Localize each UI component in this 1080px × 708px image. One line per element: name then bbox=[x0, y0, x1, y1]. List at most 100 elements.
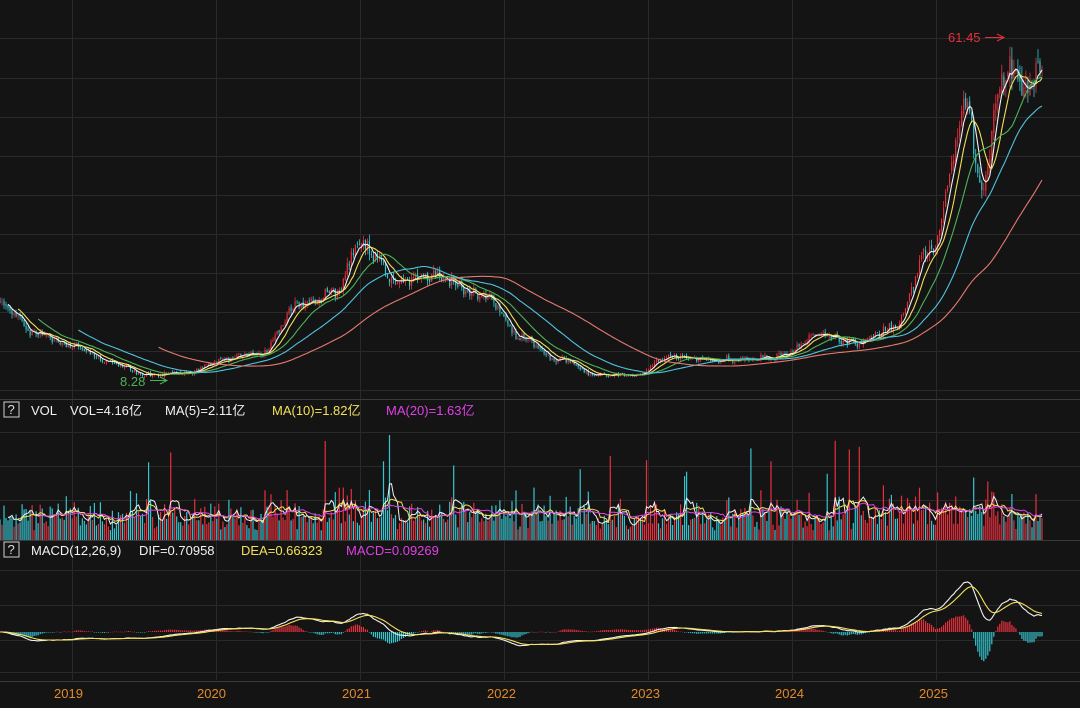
volume-bar bbox=[1023, 512, 1025, 540]
macd-histogram-bar bbox=[312, 632, 314, 633]
candle-body bbox=[935, 251, 937, 252]
candle-body bbox=[15, 312, 17, 316]
macd-histogram-bar bbox=[150, 631, 152, 632]
volume-bar bbox=[53, 515, 55, 540]
candle-body bbox=[1019, 76, 1021, 82]
candle-body bbox=[627, 375, 629, 377]
candle-body bbox=[196, 369, 198, 371]
macd-histogram-bar bbox=[999, 623, 1001, 632]
candle-body bbox=[696, 358, 698, 362]
volume-bar bbox=[521, 504, 523, 540]
volume-bar bbox=[565, 496, 567, 540]
macd-histogram-bar bbox=[559, 630, 561, 632]
volume-bar bbox=[1015, 529, 1017, 540]
macd-histogram-bar bbox=[688, 632, 690, 633]
volume-bar bbox=[479, 522, 481, 540]
vol-help-icon-glyph: ? bbox=[8, 402, 15, 417]
candle-body bbox=[922, 248, 925, 255]
candle-body bbox=[804, 342, 806, 344]
candle-body bbox=[888, 323, 890, 331]
volume-bar bbox=[814, 517, 816, 540]
candle-body bbox=[1013, 69, 1015, 78]
macd-help-icon[interactable] bbox=[3, 541, 20, 558]
candle-body bbox=[378, 257, 381, 259]
macd-histogram-bar bbox=[1011, 624, 1013, 632]
macd-histogram-bar bbox=[906, 626, 909, 632]
macd-histogram-bar bbox=[706, 632, 708, 634]
volume-bar bbox=[25, 509, 27, 540]
macd-histogram-bar bbox=[121, 631, 124, 633]
volume-bar bbox=[148, 462, 150, 540]
macd-histogram-bar bbox=[995, 631, 997, 632]
macd-histogram-bar bbox=[75, 630, 77, 632]
macd-histogram-bar bbox=[226, 630, 228, 632]
candle-body bbox=[798, 343, 800, 347]
macd-histogram-bar bbox=[340, 632, 342, 635]
ma20-line bbox=[37, 76, 1043, 376]
volume-bar bbox=[105, 517, 107, 540]
volume-bar bbox=[240, 507, 242, 540]
volume-bar bbox=[939, 509, 941, 540]
macd-histogram-bar bbox=[180, 630, 182, 632]
volume-bar bbox=[415, 517, 417, 540]
candle-body bbox=[563, 356, 565, 358]
macd-histogram-bar bbox=[119, 631, 122, 633]
candle-body bbox=[760, 354, 762, 361]
volume-bar bbox=[318, 516, 320, 540]
candle-body bbox=[1001, 73, 1003, 93]
candle-body bbox=[160, 374, 162, 377]
volume-bar bbox=[607, 524, 609, 540]
macd-histogram-bar bbox=[676, 630, 678, 632]
candle-body bbox=[236, 354, 238, 358]
volume-bar bbox=[1033, 519, 1035, 540]
volume-bar bbox=[133, 517, 136, 540]
macd-histogram-bar bbox=[888, 629, 890, 632]
volume-bar bbox=[139, 515, 142, 540]
macd-histogram-bar bbox=[565, 629, 567, 632]
macd-histogram-bar bbox=[947, 621, 949, 632]
volume-bar bbox=[471, 517, 473, 540]
volume-bar bbox=[629, 526, 631, 540]
candle-body bbox=[918, 259, 921, 274]
volume-bar bbox=[894, 518, 896, 540]
candle-body bbox=[300, 303, 302, 308]
volume-bar bbox=[144, 523, 146, 540]
candle-body bbox=[1039, 61, 1041, 73]
candle-body bbox=[103, 362, 105, 363]
volume-bar bbox=[682, 525, 684, 540]
candle-body bbox=[475, 288, 477, 294]
candle-body bbox=[99, 356, 101, 361]
candle-body bbox=[836, 333, 838, 336]
macd-histogram-bar bbox=[386, 632, 389, 643]
volume-bar bbox=[352, 521, 354, 540]
vol-help-icon[interactable] bbox=[3, 401, 20, 418]
macd-histogram-bar bbox=[627, 630, 629, 632]
volume-bar bbox=[955, 496, 957, 540]
volume-bar bbox=[396, 529, 399, 540]
volume-bar bbox=[993, 492, 995, 540]
candle-body bbox=[519, 338, 521, 340]
volume-bar bbox=[378, 517, 381, 540]
macd-histogram-bar bbox=[328, 632, 330, 634]
candle-body bbox=[73, 344, 75, 348]
macd-histogram-bar bbox=[880, 631, 882, 632]
candle-body bbox=[282, 325, 284, 326]
volume-bar bbox=[184, 516, 186, 540]
volume-bar bbox=[469, 511, 471, 540]
ma60-line bbox=[78, 105, 1043, 374]
candle-body bbox=[567, 360, 569, 363]
macd-histogram-bar bbox=[322, 632, 324, 635]
volume-bar bbox=[9, 516, 11, 540]
candle-body bbox=[204, 364, 206, 368]
candle-body bbox=[607, 375, 609, 377]
volume-bar bbox=[696, 502, 698, 540]
candle-body bbox=[762, 355, 764, 358]
candle-body bbox=[593, 374, 595, 376]
macd-histogram-bar bbox=[969, 624, 971, 632]
macd-histogram-bar bbox=[258, 632, 260, 633]
macd-histogram-bar bbox=[925, 621, 927, 632]
volume-bar bbox=[433, 516, 435, 540]
macd-histogram-bar bbox=[505, 632, 507, 636]
volume-bar bbox=[746, 511, 748, 540]
vol-legend: ? VOL VOL=4.16亿 MA(5)=2.11亿 MA(10)=1.82亿… bbox=[3, 401, 475, 418]
